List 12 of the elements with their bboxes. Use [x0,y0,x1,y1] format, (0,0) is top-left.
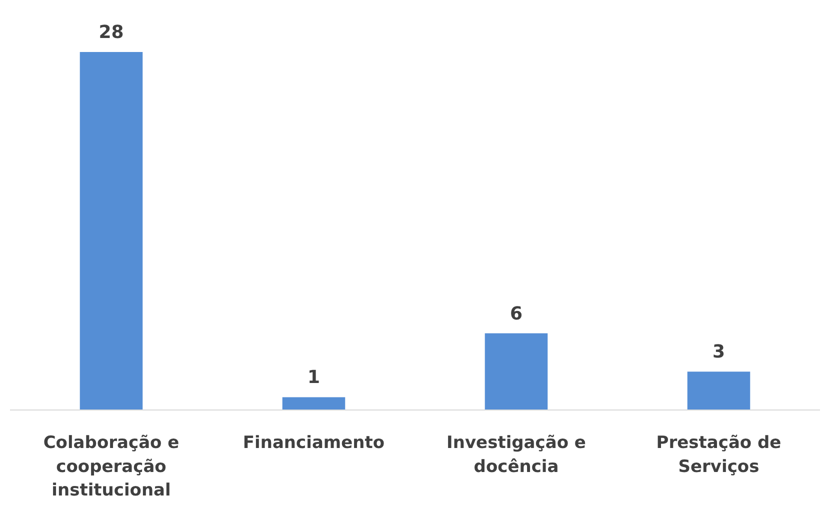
data-label: 1 [307,367,320,388]
bar [282,397,346,410]
data-label: 28 [98,22,124,43]
bar [687,372,750,410]
bar [484,333,548,410]
data-label: 3 [712,342,726,363]
bar [80,52,143,410]
x-tick-label: Colaboração e cooperação institucional [43,433,180,501]
x-tick-label: Financiamento [242,433,385,453]
x-tick-label: Investigação e docência [446,433,586,477]
data-label: 6 [510,303,523,324]
x-tick-label: Prestação de Serviços [656,433,782,477]
